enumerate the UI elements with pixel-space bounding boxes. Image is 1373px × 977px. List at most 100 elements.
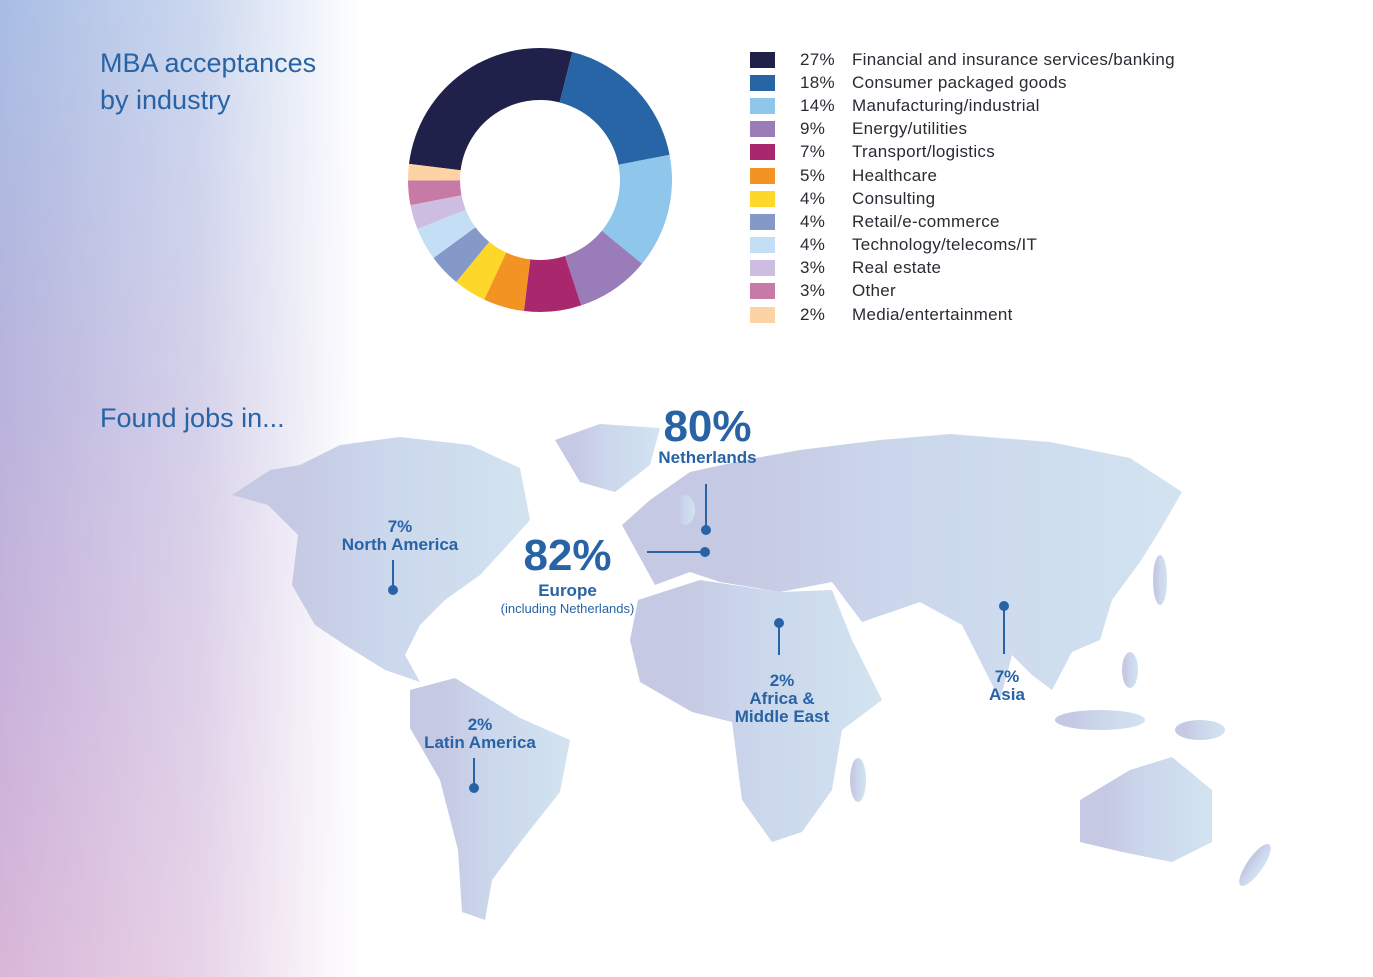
title-line-2: by industry xyxy=(100,85,231,115)
legend-pct: 4% xyxy=(800,211,826,231)
label-netherlands: 80% Netherlands xyxy=(640,405,775,467)
south-america-shape xyxy=(410,678,570,920)
africa-pct: 2% xyxy=(769,671,795,690)
label-asia: 7% Asia xyxy=(967,668,1047,704)
africa-name-line1: Africa & xyxy=(749,689,815,708)
legend-label: Technology/telecoms/IT xyxy=(852,235,1038,255)
donut-slice-1 xyxy=(559,52,670,165)
chart-title-jobs: Found jobs in... xyxy=(100,403,285,433)
donut-slice-10 xyxy=(408,180,462,206)
greenland-shape xyxy=(555,424,660,492)
donut-slice-5 xyxy=(484,252,531,312)
legend-swatch xyxy=(750,260,775,277)
legend-swatch xyxy=(750,306,775,323)
legend-label: Energy/utilities xyxy=(852,119,968,139)
asia-pct: 7% xyxy=(994,667,1020,686)
label-europe: 82% Europe (including Netherlands) xyxy=(490,534,645,618)
legend-swatch xyxy=(750,237,775,254)
north-america-pct: 7% xyxy=(387,517,413,536)
australia-shape xyxy=(1080,757,1212,862)
legend-item: 18% Consumer packaged goods xyxy=(750,71,1175,94)
legend-item: 14% Manufacturing/industrial xyxy=(750,94,1175,117)
pin-netherlands xyxy=(701,525,711,535)
legend-item: 4% Retail/e-commerce xyxy=(750,210,1175,233)
latin-america-name: Latin America xyxy=(424,733,536,752)
donut-slice-4 xyxy=(523,255,582,312)
legend-pct: 9% xyxy=(800,119,826,139)
indonesia-shape xyxy=(1055,710,1145,730)
europe-name: Europe xyxy=(538,581,597,600)
new-guinea-shape xyxy=(1175,720,1225,740)
legend-pct: 3% xyxy=(800,258,826,278)
madagascar-shape xyxy=(850,758,866,802)
legend-swatch xyxy=(750,283,775,300)
legend-pct: 2% xyxy=(800,304,826,324)
legend-swatch xyxy=(750,167,775,184)
donut-slice-3 xyxy=(564,230,643,306)
legend-label: Consulting xyxy=(852,188,936,208)
donut-slice-9 xyxy=(410,195,466,230)
asia-name: Asia xyxy=(989,685,1025,704)
legend-swatch xyxy=(750,213,775,230)
donut-slice-11 xyxy=(408,163,461,181)
legend-swatch xyxy=(750,190,775,207)
legend-pct: 5% xyxy=(800,165,826,185)
label-latin-america: 2% Latin America xyxy=(405,716,555,752)
legend-swatch xyxy=(750,51,775,68)
chart-title-industry: MBA acceptances by industry xyxy=(100,45,316,119)
legend-item: 3% Real estate xyxy=(750,257,1175,280)
industry-donut-chart xyxy=(408,48,672,312)
legend-pct: 7% xyxy=(800,142,826,162)
legend-swatch xyxy=(750,97,775,114)
legend-item: 9% Energy/utilities xyxy=(750,118,1175,141)
legend-item: 7% Transport/logistics xyxy=(750,141,1175,164)
japan-shape xyxy=(1153,555,1167,605)
netherlands-pct: 80% xyxy=(663,402,752,451)
africa-name-line2: Middle East xyxy=(734,707,830,726)
pin-africa xyxy=(774,618,784,628)
legend-label: Healthcare xyxy=(852,165,938,185)
legend-label: Other xyxy=(852,281,897,301)
legend-pct: 4% xyxy=(800,188,826,208)
europe-pct: 82% xyxy=(523,531,612,580)
legend-item: 27% Financial and insurance services/bank… xyxy=(750,48,1175,71)
legend-swatch xyxy=(750,121,775,138)
label-africa-middle-east: 2% Africa & Middle East xyxy=(712,672,852,726)
legend-pct: 4% xyxy=(800,235,826,255)
legend-item: 5% Healthcare xyxy=(750,164,1175,187)
donut-slice-8 xyxy=(417,209,476,258)
legend-label: Manufacturing/industrial xyxy=(852,95,1040,115)
legend-item: 4% Technology/telecoms/IT xyxy=(750,234,1175,257)
legend-swatch xyxy=(750,144,775,161)
pin-asia xyxy=(999,601,1009,611)
legend-item: 3% Other xyxy=(750,280,1175,303)
donut-slice-6 xyxy=(456,241,507,300)
netherlands-name: Netherlands xyxy=(658,448,757,467)
legend-label: Consumer packaged goods xyxy=(852,72,1067,92)
legend-label: Financial and insurance services/banking xyxy=(852,49,1175,69)
legend-swatch xyxy=(750,74,775,91)
legend-label: Transport/logistics xyxy=(852,142,996,162)
pin-europe xyxy=(700,547,710,557)
legend-pct: 3% xyxy=(800,281,826,301)
legend-pct: 27% xyxy=(800,49,835,69)
legend-pct: 14% xyxy=(800,95,835,115)
eurasia-shape xyxy=(622,434,1182,700)
label-north-america: 7% North America xyxy=(320,518,480,554)
legend-label: Media/entertainment xyxy=(852,304,1013,324)
legend-pct: 18% xyxy=(800,72,835,92)
africa-shape xyxy=(630,580,882,842)
legend-label: Real estate xyxy=(852,258,942,278)
pins xyxy=(388,484,1009,793)
legend-item: 2% Media/entertainment xyxy=(750,303,1175,326)
donut-slice-7 xyxy=(433,227,490,283)
industry-legend: 27% Financial and insurance services/bank… xyxy=(750,48,1175,326)
north-america-shape xyxy=(232,437,530,682)
donut-slice-0 xyxy=(408,48,573,171)
philippines-shape xyxy=(1122,652,1138,688)
north-america-name: North America xyxy=(341,535,459,554)
europe-note: (including Netherlands) xyxy=(500,601,635,616)
donut-slice-2 xyxy=(601,154,672,264)
latin-america-pct: 2% xyxy=(467,715,493,734)
